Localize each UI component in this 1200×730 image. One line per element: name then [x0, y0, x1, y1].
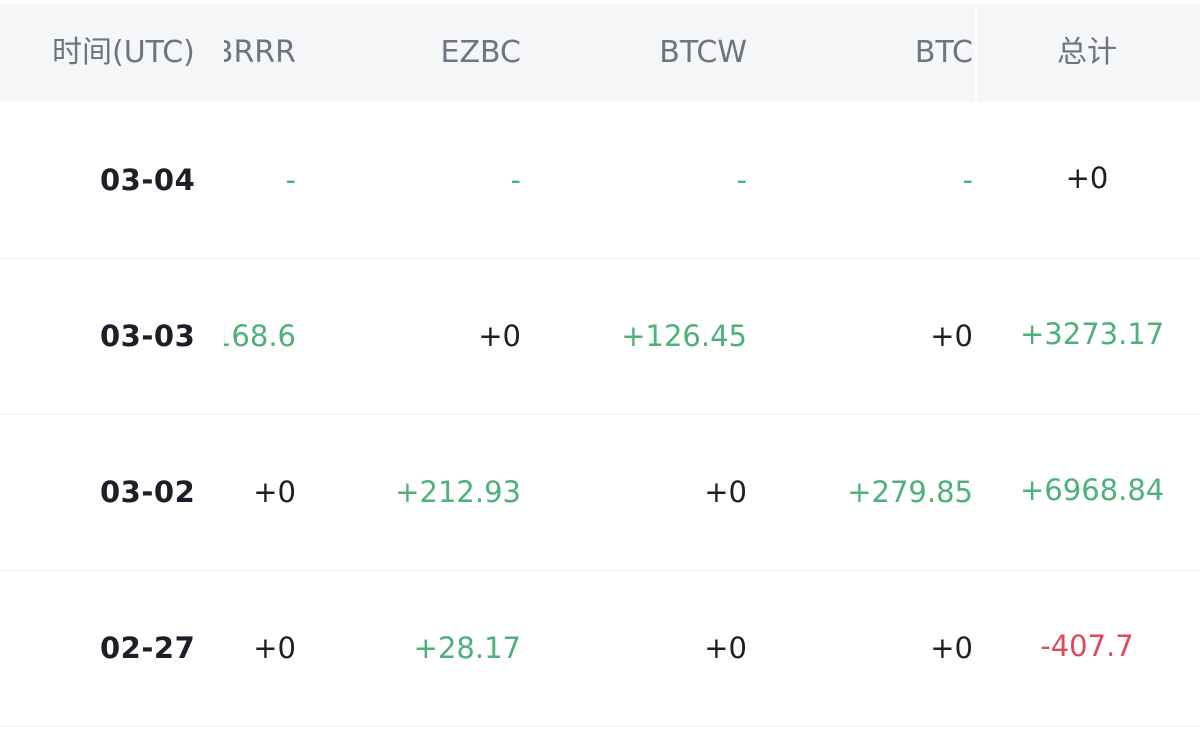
row-col1-clip: - [224, 102, 296, 258]
table-row: 03-04 - - - - +0 [0, 102, 1200, 259]
row-total: +0 [1065, 161, 1109, 195]
row-col2: - [510, 163, 521, 197]
row-col1-clip: +168.6 [224, 258, 296, 414]
header-total[interactable]: 总计 [1057, 35, 1117, 70]
row-col4: +0 [930, 631, 973, 665]
row-col1: +168.6 [224, 319, 296, 353]
header-col2[interactable]: EZBC [440, 35, 521, 70]
row-date: 03-03 [100, 319, 196, 353]
row-col1: +0 [253, 631, 296, 665]
row-col1-clip: +0 [224, 570, 296, 726]
row-total: +6968.84 [1020, 473, 1165, 507]
row-date: 02-27 [100, 631, 196, 665]
row-col1: +0 [253, 475, 296, 509]
row-col4: +279.85 [847, 475, 973, 509]
row-total: +3273.17 [1020, 317, 1165, 351]
header-col1-clip: BRRR [224, 38, 296, 78]
row-col2: +0 [478, 319, 521, 353]
header-col4[interactable]: BTC [914, 35, 973, 70]
table-row: 03-03 +168.6 +0 +126.45 +0 +3273.17 [0, 258, 1200, 415]
row-date: 03-02 [100, 475, 196, 509]
row-col3: - [736, 163, 747, 197]
header-col1[interactable]: BRRR [224, 38, 296, 70]
row-col1: - [285, 163, 296, 197]
row-col2: +212.93 [395, 475, 521, 509]
header-col3[interactable]: BTCW [659, 35, 747, 70]
row-col1-clip: +0 [224, 414, 296, 570]
row-col3: +0 [704, 631, 747, 665]
table-row: 03-02 +0 +212.93 +0 +279.85 +6968.84 [0, 414, 1200, 571]
header-time[interactable]: 时间(UTC) [52, 35, 195, 70]
row-col4: +0 [930, 319, 973, 353]
row-col4: - [962, 163, 973, 197]
row-total: -407.7 [1040, 629, 1134, 663]
table-row: 02-27 +0 +28.17 +0 +0 -407.7 [0, 570, 1200, 727]
header-divider [975, 4, 977, 102]
row-date: 03-04 [100, 163, 196, 197]
table-header [0, 4, 1200, 102]
row-col3: +126.45 [621, 319, 747, 353]
row-col3: +0 [704, 475, 747, 509]
row-col2: +28.17 [413, 631, 521, 665]
